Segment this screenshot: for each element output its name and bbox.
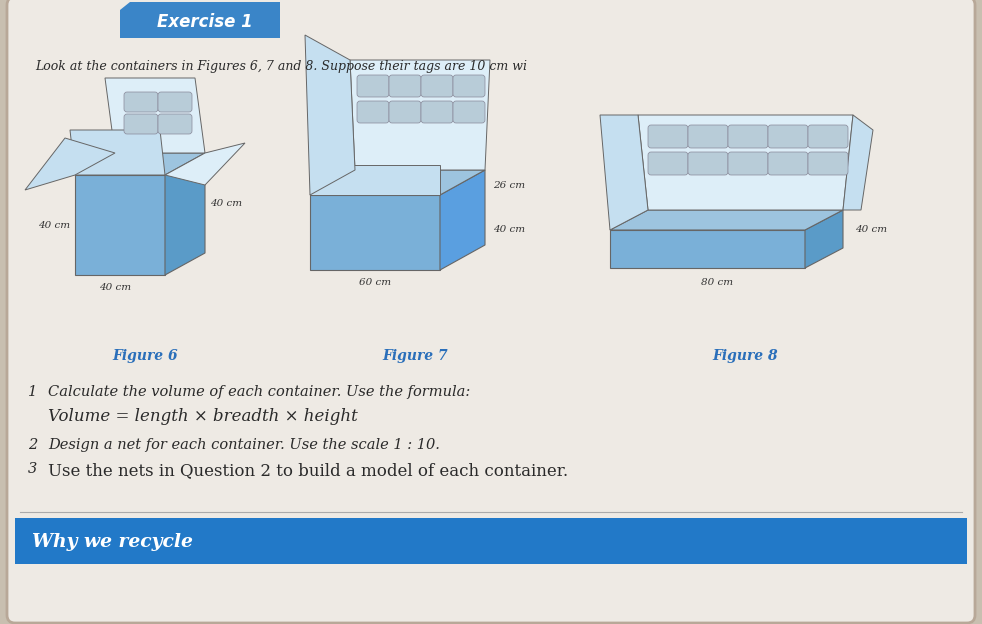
FancyBboxPatch shape	[7, 0, 975, 623]
FancyBboxPatch shape	[648, 125, 688, 148]
Polygon shape	[805, 210, 843, 268]
Polygon shape	[310, 165, 440, 195]
FancyBboxPatch shape	[421, 75, 453, 97]
Text: Figure 6: Figure 6	[112, 349, 178, 363]
Text: 40 cm: 40 cm	[99, 283, 131, 292]
Polygon shape	[165, 143, 245, 185]
Polygon shape	[305, 35, 355, 195]
Text: 40 cm: 40 cm	[210, 198, 243, 208]
FancyBboxPatch shape	[357, 75, 389, 97]
Polygon shape	[610, 210, 843, 230]
Polygon shape	[350, 60, 490, 170]
FancyBboxPatch shape	[158, 92, 192, 112]
FancyBboxPatch shape	[357, 101, 389, 123]
FancyBboxPatch shape	[15, 518, 967, 564]
Text: Use the nets in Question 2 to build a model of each container.: Use the nets in Question 2 to build a mo…	[48, 462, 569, 479]
FancyBboxPatch shape	[728, 152, 768, 175]
Text: Figure 8: Figure 8	[712, 349, 778, 363]
Polygon shape	[105, 78, 205, 153]
Polygon shape	[25, 138, 115, 190]
Polygon shape	[638, 115, 853, 210]
FancyBboxPatch shape	[389, 101, 421, 123]
Text: Volume = length × breadth × height: Volume = length × breadth × height	[48, 408, 357, 425]
Text: Look at the containers in Figures 6, 7 and 8. Suppose their tags are 10 cm wi: Look at the containers in Figures 6, 7 a…	[35, 60, 527, 73]
Text: Why we recycle: Why we recycle	[32, 533, 192, 551]
FancyBboxPatch shape	[688, 152, 728, 175]
Polygon shape	[75, 153, 205, 175]
Text: Calculate the volume of each container. Use the formula:: Calculate the volume of each container. …	[48, 385, 470, 399]
Text: 26 cm: 26 cm	[493, 180, 525, 190]
Text: Figure 7: Figure 7	[382, 349, 448, 363]
FancyBboxPatch shape	[688, 125, 728, 148]
FancyBboxPatch shape	[728, 125, 768, 148]
FancyBboxPatch shape	[453, 75, 485, 97]
Text: 40 cm: 40 cm	[38, 220, 70, 230]
FancyBboxPatch shape	[389, 75, 421, 97]
FancyBboxPatch shape	[808, 125, 848, 148]
FancyBboxPatch shape	[453, 101, 485, 123]
FancyBboxPatch shape	[808, 152, 848, 175]
Text: 60 cm: 60 cm	[359, 278, 391, 287]
Polygon shape	[70, 130, 165, 175]
Polygon shape	[75, 175, 165, 275]
Polygon shape	[440, 170, 485, 270]
Text: 1: 1	[28, 385, 37, 399]
FancyBboxPatch shape	[648, 152, 688, 175]
Polygon shape	[120, 2, 280, 38]
Text: 80 cm: 80 cm	[701, 278, 734, 287]
FancyBboxPatch shape	[158, 114, 192, 134]
FancyBboxPatch shape	[768, 125, 808, 148]
FancyBboxPatch shape	[421, 101, 453, 123]
FancyBboxPatch shape	[768, 152, 808, 175]
Polygon shape	[165, 153, 205, 275]
FancyBboxPatch shape	[124, 92, 158, 112]
Text: Exercise 1: Exercise 1	[157, 13, 253, 31]
Polygon shape	[610, 230, 805, 268]
Polygon shape	[310, 195, 440, 270]
Text: 2: 2	[28, 438, 37, 452]
Text: Design a net for each container. Use the scale 1 : 10.: Design a net for each container. Use the…	[48, 438, 440, 452]
Text: 40 cm: 40 cm	[855, 225, 887, 233]
Text: 3: 3	[28, 462, 37, 476]
FancyBboxPatch shape	[124, 114, 158, 134]
Polygon shape	[843, 115, 873, 210]
Text: 40 cm: 40 cm	[493, 225, 525, 235]
Polygon shape	[310, 170, 485, 195]
Polygon shape	[600, 115, 648, 230]
